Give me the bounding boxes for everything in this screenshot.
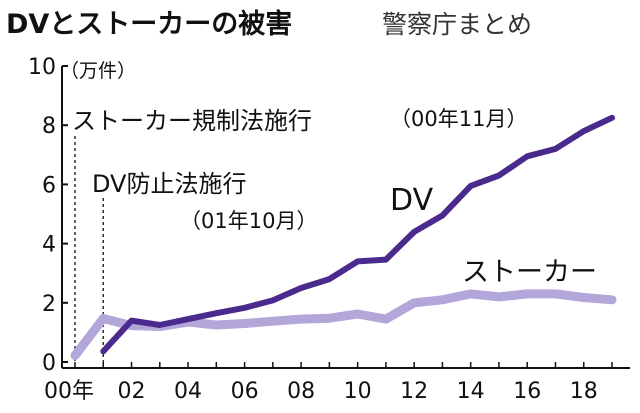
x-tick-label: 00年 <box>44 379 94 404</box>
annotation-dv-law: DV防止法施行 <box>92 170 246 198</box>
y-tick-label: 10 <box>28 55 56 80</box>
chart-subtitle: 警察庁まとめ <box>382 10 532 39</box>
x-tick-label: 08 <box>287 379 315 404</box>
y-tick-label: 8 <box>42 114 56 139</box>
x-tick-label: 02 <box>118 379 146 404</box>
series-line-dv <box>100 114 615 355</box>
x-tick-label: 04 <box>174 379 202 404</box>
axes <box>61 66 630 369</box>
y-tick-label: 2 <box>42 292 56 317</box>
series-lines <box>70 114 617 360</box>
y-tick-label: 6 <box>42 173 56 198</box>
unit-label: （万件） <box>60 60 136 82</box>
x-tick-label: 10 <box>344 379 372 404</box>
x-tick-label: 16 <box>513 379 541 404</box>
annotation-stalker-law: ストーカー規制法施行 <box>72 107 312 135</box>
annotation-markers <box>74 136 104 362</box>
chart-title: DVとストーカーの被害 <box>6 8 292 40</box>
x-tick-label: 14 <box>457 379 485 404</box>
y-ticks: 0 2 4 6 8 10 <box>28 55 68 376</box>
x-tick-label: 06 <box>231 379 259 404</box>
series-label-dv: DV <box>390 183 434 218</box>
x-ticks: 00年 02 04 06 08 10 12 14 16 18 <box>44 362 613 404</box>
annotation-dv-law-date: （01年10月） <box>180 209 317 233</box>
x-tick-label: 18 <box>570 379 598 404</box>
x-tick-label: 12 <box>400 379 428 404</box>
y-tick-label: 4 <box>42 233 56 258</box>
annotation-stalker-law-date: （00年11月） <box>390 107 527 131</box>
series-label-stalker: ストーカー <box>462 257 597 288</box>
y-tick-label: 0 <box>42 351 56 376</box>
